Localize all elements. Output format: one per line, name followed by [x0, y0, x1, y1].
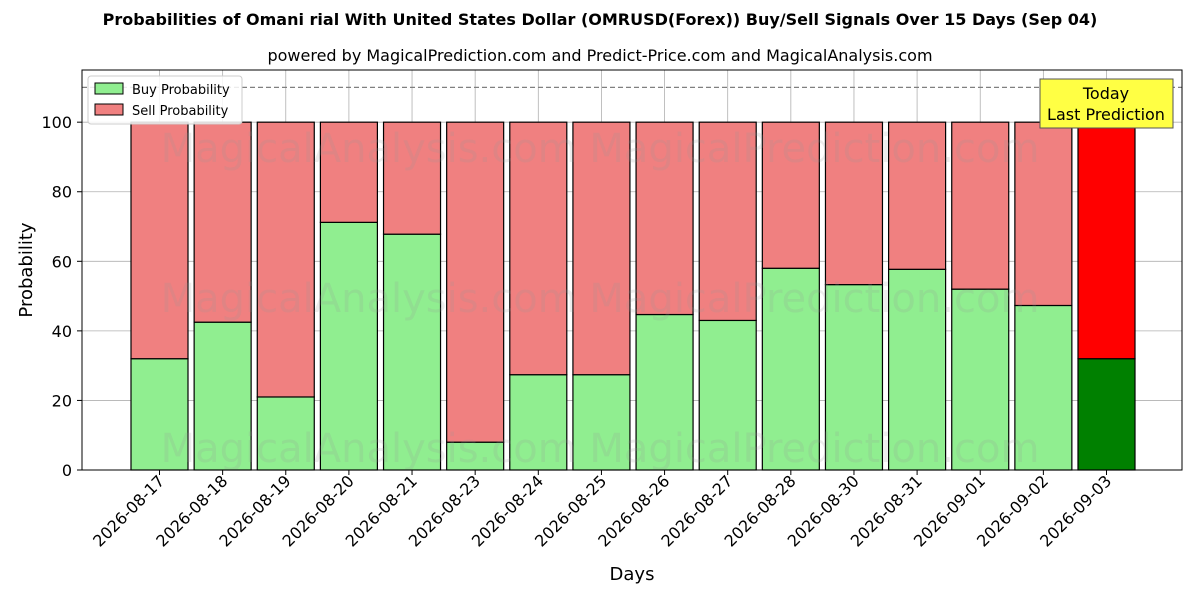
sell-bar: [1077, 121, 1136, 360]
legend-swatch-buy: [94, 82, 124, 95]
chart-title: Probabilities of Omani rial With United …: [102, 10, 1098, 29]
buy-bar: [698, 319, 757, 471]
buy-bar: [1077, 358, 1136, 471]
sell-bar: [635, 121, 694, 316]
watermark-text: MagicalAnalysis.com MagicalPrediction.co…: [161, 126, 1040, 172]
y-tick-label: 60: [52, 252, 72, 271]
plot-frame: [81, 69, 1183, 471]
buy-bar: [572, 374, 631, 471]
buy-bar: [761, 267, 820, 471]
sell-bar: [761, 121, 820, 269]
y-tick-label: 40: [52, 322, 72, 341]
buy-bar: [130, 358, 189, 471]
buy-bar: [509, 374, 568, 471]
sell-bar: [382, 121, 442, 235]
legend-label-buy: Buy Probability: [132, 83, 230, 98]
sell-bar: [319, 121, 378, 223]
sell-bar: [256, 121, 315, 398]
watermark-text: MagicalAnalysis.com MagicalPrediction.co…: [161, 426, 1040, 472]
sell-bar: [887, 121, 947, 270]
sell-bar: [698, 121, 757, 322]
legend-label-sell: Sell Probability: [132, 104, 229, 119]
sell-bar: [193, 121, 252, 323]
sell-bar: [572, 121, 631, 376]
buy-bar: [319, 221, 378, 471]
watermark-text: MagicalAnalysis.com MagicalPrediction.co…: [161, 276, 1040, 322]
legend-swatch-sell: [94, 103, 124, 116]
annotation-box: [1039, 78, 1174, 129]
y-tick-label: 80: [52, 183, 72, 202]
x-axis-label: Days: [610, 564, 655, 585]
sell-bar: [1014, 121, 1073, 307]
buy-bar: [1014, 304, 1073, 471]
y-tick-label: 20: [52, 391, 72, 410]
buy-bar: [887, 268, 947, 471]
y-tick-label: 100: [41, 113, 72, 132]
buy-bar: [824, 284, 884, 471]
y-tick-label: 0: [62, 461, 72, 480]
legend-box: [87, 75, 243, 125]
annotation-line2: Last Prediction: [1047, 105, 1165, 124]
sell-bar: [509, 121, 568, 376]
chart-subtitle: powered by MagicalPrediction.com and Pre…: [267, 46, 933, 65]
buy-bar: [635, 313, 694, 471]
sell-bar: [446, 121, 505, 443]
sell-bar: [824, 121, 884, 286]
y-axis-label: Probability: [16, 222, 37, 317]
sell-bar: [951, 121, 1010, 290]
annotation-line1: Today: [1082, 84, 1129, 103]
